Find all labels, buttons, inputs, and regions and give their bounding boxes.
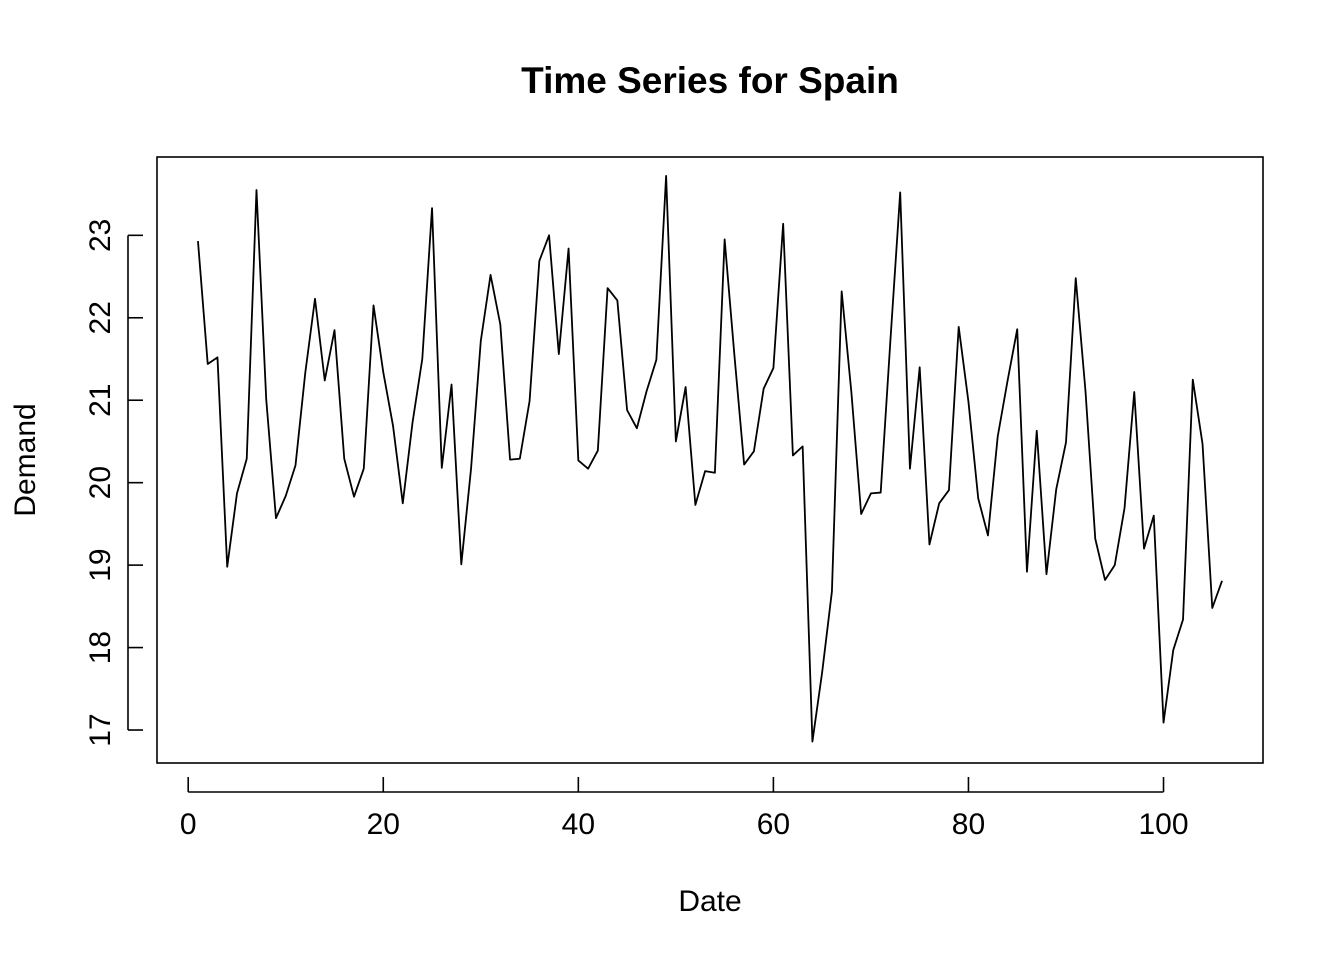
x-axis: 0 20 40 60 80 100 — [180, 777, 1189, 841]
y-axis: 17 18 19 20 21 22 23 — [84, 219, 143, 747]
x-tick-label: 0 — [180, 808, 197, 841]
y-tick-label: 18 — [84, 631, 117, 664]
x-tick-label: 60 — [757, 808, 790, 841]
chart-title: Time Series for Spain — [521, 60, 899, 101]
y-tick-label: 22 — [84, 301, 117, 334]
y-tick-label: 17 — [84, 713, 117, 746]
x-tick-label: 40 — [562, 808, 595, 841]
y-axis-label: Demand — [9, 403, 42, 516]
y-tick-label: 21 — [84, 384, 117, 417]
y-tick-label: 20 — [84, 466, 117, 499]
y-tick-label: 19 — [84, 548, 117, 581]
series-line — [197, 175, 1223, 743]
x-tick-label: 100 — [1138, 808, 1188, 841]
y-tick-label: 23 — [84, 219, 117, 252]
x-axis-label: Date — [678, 885, 741, 918]
x-tick-label: 80 — [952, 808, 985, 841]
plot-frame — [156, 156, 1264, 764]
x-tick-label: 20 — [367, 808, 400, 841]
